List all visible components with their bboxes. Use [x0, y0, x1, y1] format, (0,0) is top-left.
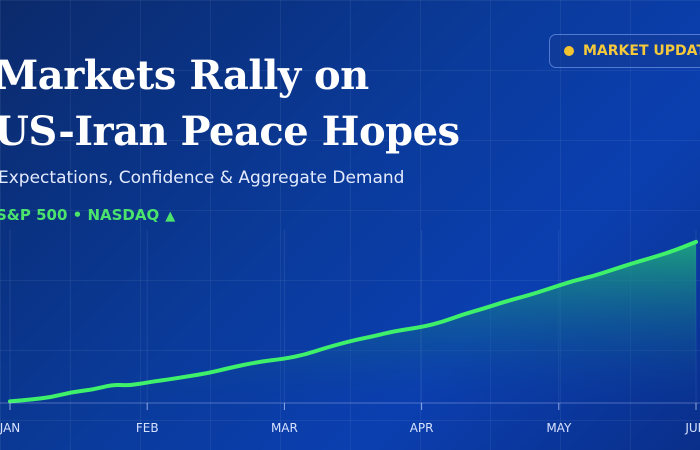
- market-update-label: MARKET UPDATE: [583, 43, 700, 59]
- headline-line-2: US-Iran Peace Hopes: [0, 108, 460, 155]
- chart-area-fill: [10, 241, 696, 403]
- market-update-badge: MARKET UPDATE: [549, 34, 700, 68]
- x-tick-label-mar: MAR: [271, 421, 298, 435]
- headline: Markets Rally on US-Iran Peace Hopes: [0, 48, 460, 160]
- chart-series-line: [8, 239, 698, 404]
- x-tick-label-jan: JAN: [0, 421, 20, 435]
- x-tick-label-apr: APR: [410, 421, 434, 435]
- x-axis-ticks: JAN FEB MAR APR MAY JUN: [0, 403, 700, 435]
- headline-line-1: Markets Rally on: [0, 52, 369, 99]
- up-arrow-icon: ▲: [165, 209, 176, 224]
- subtitle: Expectations, Confidence & Aggregate Dem…: [0, 168, 405, 188]
- x-tick-label-jun: JUN: [684, 421, 700, 435]
- x-tick-label-feb: FEB: [136, 421, 159, 435]
- ticker-text: S&P 500 • NASDAQ: [0, 206, 160, 224]
- ticker-row: S&P 500 • NASDAQ ▲: [0, 206, 175, 224]
- status-dot-icon: [564, 46, 574, 56]
- x-tick-label-may: MAY: [546, 421, 572, 435]
